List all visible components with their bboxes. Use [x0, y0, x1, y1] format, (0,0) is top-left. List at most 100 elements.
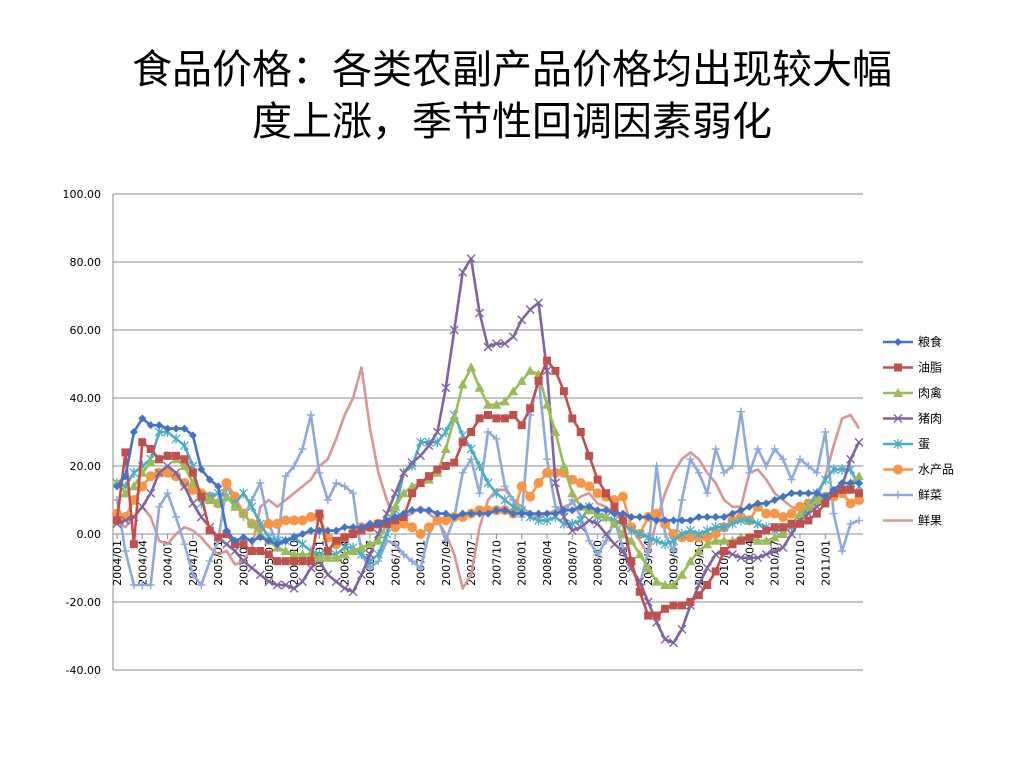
data-point — [526, 404, 535, 413]
data-point — [651, 576, 662, 586]
y-axis-tick-labels: 100.00 80.00 60.00 40.00 20.00 0.00 -20.00 -40.… — [63, 188, 102, 677]
data-point — [602, 536, 611, 545]
data-point — [652, 516, 661, 525]
legend-item: 肉禽 — [883, 385, 942, 400]
data-point — [593, 519, 603, 529]
data-point — [332, 536, 341, 545]
data-point — [298, 530, 307, 538]
data-point — [263, 518, 274, 529]
data-point — [323, 570, 333, 580]
data-point — [500, 339, 510, 349]
data-point — [290, 462, 299, 470]
data-point — [626, 535, 637, 545]
x-tick-label: 2004/01 — [111, 540, 124, 586]
data-point — [568, 496, 577, 504]
data-point — [348, 587, 358, 597]
data-point — [138, 414, 147, 423]
data-point — [551, 509, 560, 518]
data-point — [829, 464, 839, 475]
data-point — [677, 516, 686, 525]
data-point — [686, 598, 695, 606]
data-point — [483, 342, 493, 352]
data-point — [576, 502, 585, 511]
data-point — [720, 468, 729, 477]
data-point — [340, 583, 350, 593]
data-point — [585, 451, 594, 460]
data-point — [163, 424, 172, 433]
slide-title-line-2: 度上涨，季节性回调因素弱化 — [252, 99, 772, 145]
data-point — [214, 533, 223, 542]
data-point — [467, 509, 476, 518]
data-point — [795, 455, 804, 464]
series-4 — [112, 254, 864, 648]
legend-item: 水产品 — [883, 463, 954, 477]
data-point — [668, 529, 679, 539]
data-point — [484, 428, 492, 436]
data-point — [180, 455, 189, 464]
legend-label: 猪肉 — [918, 412, 942, 426]
data-point — [432, 515, 443, 526]
data-point — [433, 465, 442, 474]
data-point — [838, 485, 847, 494]
data-point — [652, 611, 661, 620]
data-point — [846, 519, 855, 528]
legend-label: 蛋 — [918, 437, 930, 451]
data-point — [281, 580, 291, 590]
data-point — [685, 556, 696, 566]
data-point — [829, 509, 838, 518]
data-point — [399, 550, 408, 559]
data-point — [634, 549, 645, 559]
data-point — [390, 501, 401, 511]
data-point — [846, 479, 855, 487]
data-point — [854, 437, 864, 447]
data-point — [290, 533, 299, 542]
data-point — [373, 535, 384, 545]
data-point — [205, 475, 214, 484]
data-point — [551, 366, 560, 375]
data-point — [272, 518, 283, 529]
data-point — [661, 604, 670, 613]
data-point — [618, 509, 627, 518]
data-point — [398, 488, 409, 498]
data-point — [669, 547, 678, 555]
data-point — [635, 587, 644, 596]
data-point — [305, 512, 316, 522]
data-point — [770, 546, 780, 556]
data-point — [121, 547, 130, 555]
data-point — [584, 515, 594, 525]
data-point — [197, 465, 206, 474]
data-point — [812, 489, 821, 498]
data-point — [676, 569, 687, 579]
data-point — [770, 445, 779, 453]
data-point — [172, 513, 181, 521]
data-point — [854, 471, 864, 481]
data-point — [855, 479, 863, 487]
data-point — [128, 481, 139, 491]
data-point — [894, 363, 902, 372]
data-point — [238, 508, 249, 518]
data-point — [753, 530, 762, 538]
data-point — [483, 478, 493, 488]
data-point — [138, 581, 147, 589]
data-point — [694, 513, 703, 521]
data-point — [399, 468, 409, 478]
x-tick-label: 2007/10 — [490, 540, 503, 586]
data-point — [255, 518, 265, 529]
data-point — [290, 557, 299, 566]
data-point — [138, 438, 147, 447]
data-point — [408, 557, 417, 566]
data-point — [145, 471, 156, 482]
data-point — [893, 464, 903, 475]
legend-item: 鲜菜 — [883, 488, 942, 502]
data-point — [466, 444, 476, 454]
data-point — [440, 515, 451, 526]
data-point — [627, 513, 636, 521]
data-point — [770, 496, 779, 504]
x-axis-tick-labels: 2004/01 2004/04 2004/07 2004/10 2005/01 2005/… — [111, 540, 832, 586]
data-point — [728, 462, 737, 470]
data-point — [661, 530, 670, 538]
data-point — [753, 518, 763, 529]
data-point — [255, 570, 265, 580]
data-point — [762, 499, 771, 508]
legend-label: 鲜果 — [918, 514, 942, 528]
